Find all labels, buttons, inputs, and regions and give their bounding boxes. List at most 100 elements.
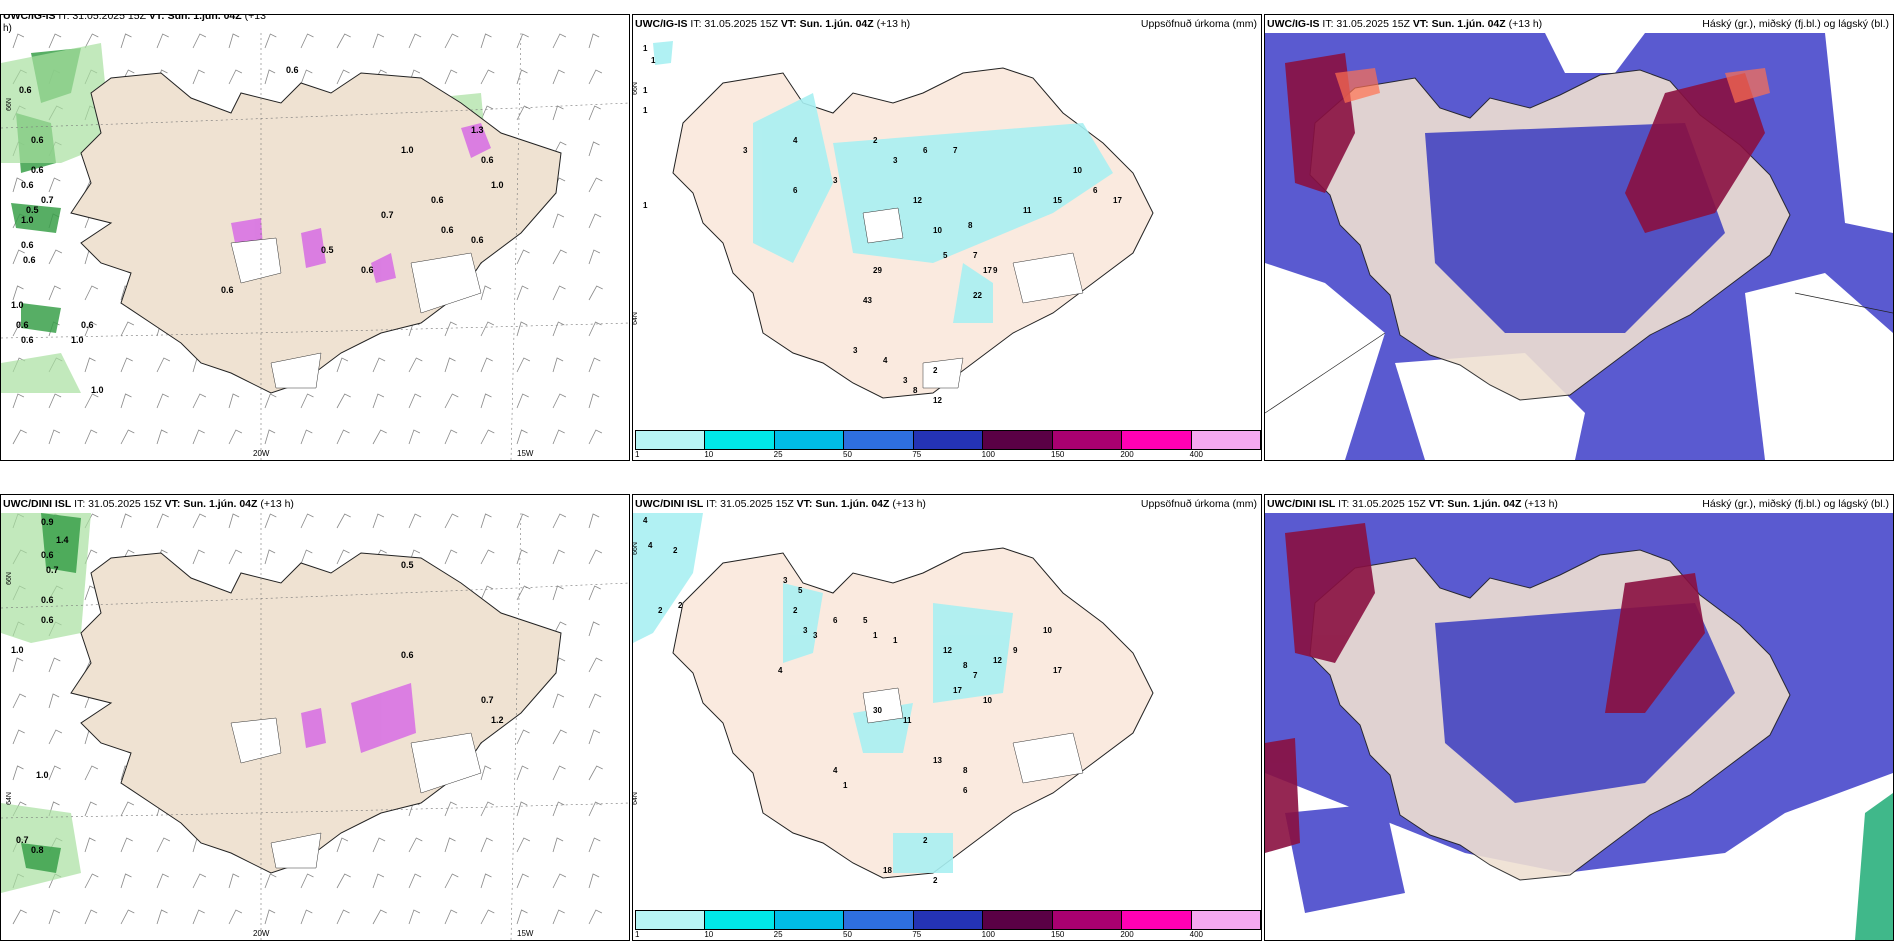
value-label: 4 [648, 541, 653, 550]
value-label: 6 [1093, 186, 1098, 195]
wind-barb [516, 393, 529, 409]
wind-barb [480, 321, 495, 337]
panel-header: UWC/DINI ISL IT: 31.05.2025 15Z VT: Sun.… [635, 497, 1259, 513]
value-label: 0.6 [481, 155, 494, 165]
lead-time-cont: h) [3, 23, 12, 34]
value-label: 9 [1013, 646, 1018, 655]
wind-barb [516, 249, 530, 265]
value-label: 3 [853, 346, 858, 355]
wind-barb [588, 585, 601, 601]
value-label: 1 [643, 44, 648, 53]
legend-tick-label: 150 [1051, 930, 1065, 939]
wind-barb [444, 801, 457, 817]
value-label: 0.5 [401, 560, 414, 570]
value-label: 13 [933, 756, 942, 765]
wind-map: 0.91.40.60.70.60.61.01.00.70.80.50.60.71… [1, 513, 629, 940]
wind-barb [84, 801, 97, 817]
wind-barb [516, 765, 529, 781]
magenta-precip [301, 683, 416, 753]
wind-barb [444, 549, 458, 565]
value-label: 7 [973, 671, 978, 680]
value-label: 12 [993, 656, 1002, 665]
wind-barb [444, 513, 459, 529]
legend-swatch [774, 431, 845, 449]
value-label: 1 [893, 636, 898, 645]
wind-barb [336, 33, 351, 49]
wind-barb [588, 801, 602, 817]
wind-barb [156, 393, 169, 409]
wind-barb [588, 693, 602, 709]
value-label: 0.6 [471, 235, 484, 245]
value-label: 0.6 [41, 615, 54, 625]
value-label: 0.6 [221, 285, 234, 295]
value-label: 1.0 [71, 335, 84, 345]
wind-barb [12, 177, 24, 193]
value-label: 3 [833, 176, 838, 185]
white-glaciers [230, 237, 482, 389]
value-label: 8 [968, 221, 973, 230]
value-label: 17 [983, 266, 992, 275]
wind-barb [84, 357, 96, 373]
wind-barb [588, 765, 603, 781]
wind-barb [120, 33, 132, 49]
wind-barb [300, 873, 314, 889]
wind-barb [264, 873, 277, 889]
legend-swatch [913, 431, 984, 449]
value-label: 8 [963, 766, 968, 775]
value-label: 2 [678, 601, 683, 610]
value-label: 6 [963, 786, 968, 795]
wind-barb [552, 549, 565, 565]
grid-lines [1, 513, 629, 940]
panel-header: UWC/IG-IS IT: 31.05.2025 15Z VT: Sun. 1.… [635, 17, 1259, 33]
lead-time: (+13 h) [1508, 18, 1543, 30]
value-label: 1.0 [36, 770, 49, 780]
value-label: 0.7 [481, 695, 494, 705]
panel-title: Háský (gr.), miðský (fj.bl.) og lágský (… [1702, 498, 1889, 510]
value-label: 12 [943, 646, 952, 655]
wind-barb [228, 513, 240, 529]
wind-barb [480, 585, 494, 601]
legend-tick-label: 10 [704, 450, 714, 459]
wind-barb [552, 249, 567, 265]
value-label: 8 [913, 386, 918, 395]
high-cloud [1285, 53, 1765, 233]
model-name: UWC/DINI ISL [635, 498, 704, 510]
wind-barb [552, 429, 565, 445]
wind-barb [552, 357, 564, 373]
wind-barb [552, 909, 565, 925]
value-label: 3 [743, 146, 748, 155]
wind-barb [192, 429, 205, 445]
lead-time: (+13 h) [1524, 498, 1558, 510]
wind-barb [228, 909, 243, 925]
legend-swatch [983, 911, 1053, 929]
value-label: 0.6 [441, 225, 454, 235]
wind-barb [84, 429, 98, 445]
wind-barb [552, 729, 567, 745]
legend-swatch [636, 431, 706, 449]
wind-barb [588, 621, 600, 637]
value-label: 4 [643, 516, 648, 525]
wind-barb [264, 33, 277, 49]
wind-barb [588, 909, 603, 925]
lead-time: (+13 [244, 14, 266, 22]
wind-barb [480, 837, 493, 853]
wind-barb [372, 513, 385, 529]
legend-tick-label: 75 [912, 930, 922, 939]
cyan-precip-land [783, 583, 1013, 873]
wind-barb [372, 393, 385, 409]
value-label: 2 [933, 366, 938, 375]
wind-barb [12, 285, 24, 301]
wind-barb [120, 837, 133, 853]
legend-tick-label: 200 [1120, 930, 1134, 939]
wind-barb [372, 909, 387, 925]
wind-barb [12, 657, 24, 673]
wind-barb [48, 729, 63, 745]
value-label: 0.6 [21, 335, 34, 345]
legend-tick-label: 10 [704, 930, 714, 939]
wind-barb [84, 585, 97, 601]
wind-barb [552, 33, 567, 49]
legend-tick-label: 50 [843, 930, 852, 939]
wind-barb [156, 873, 169, 889]
panel-ig-wind: UWC/IG-IS IT: 31.05.2025 15Z VT: Sun. 1.… [0, 14, 630, 461]
wind-barb [444, 321, 457, 337]
